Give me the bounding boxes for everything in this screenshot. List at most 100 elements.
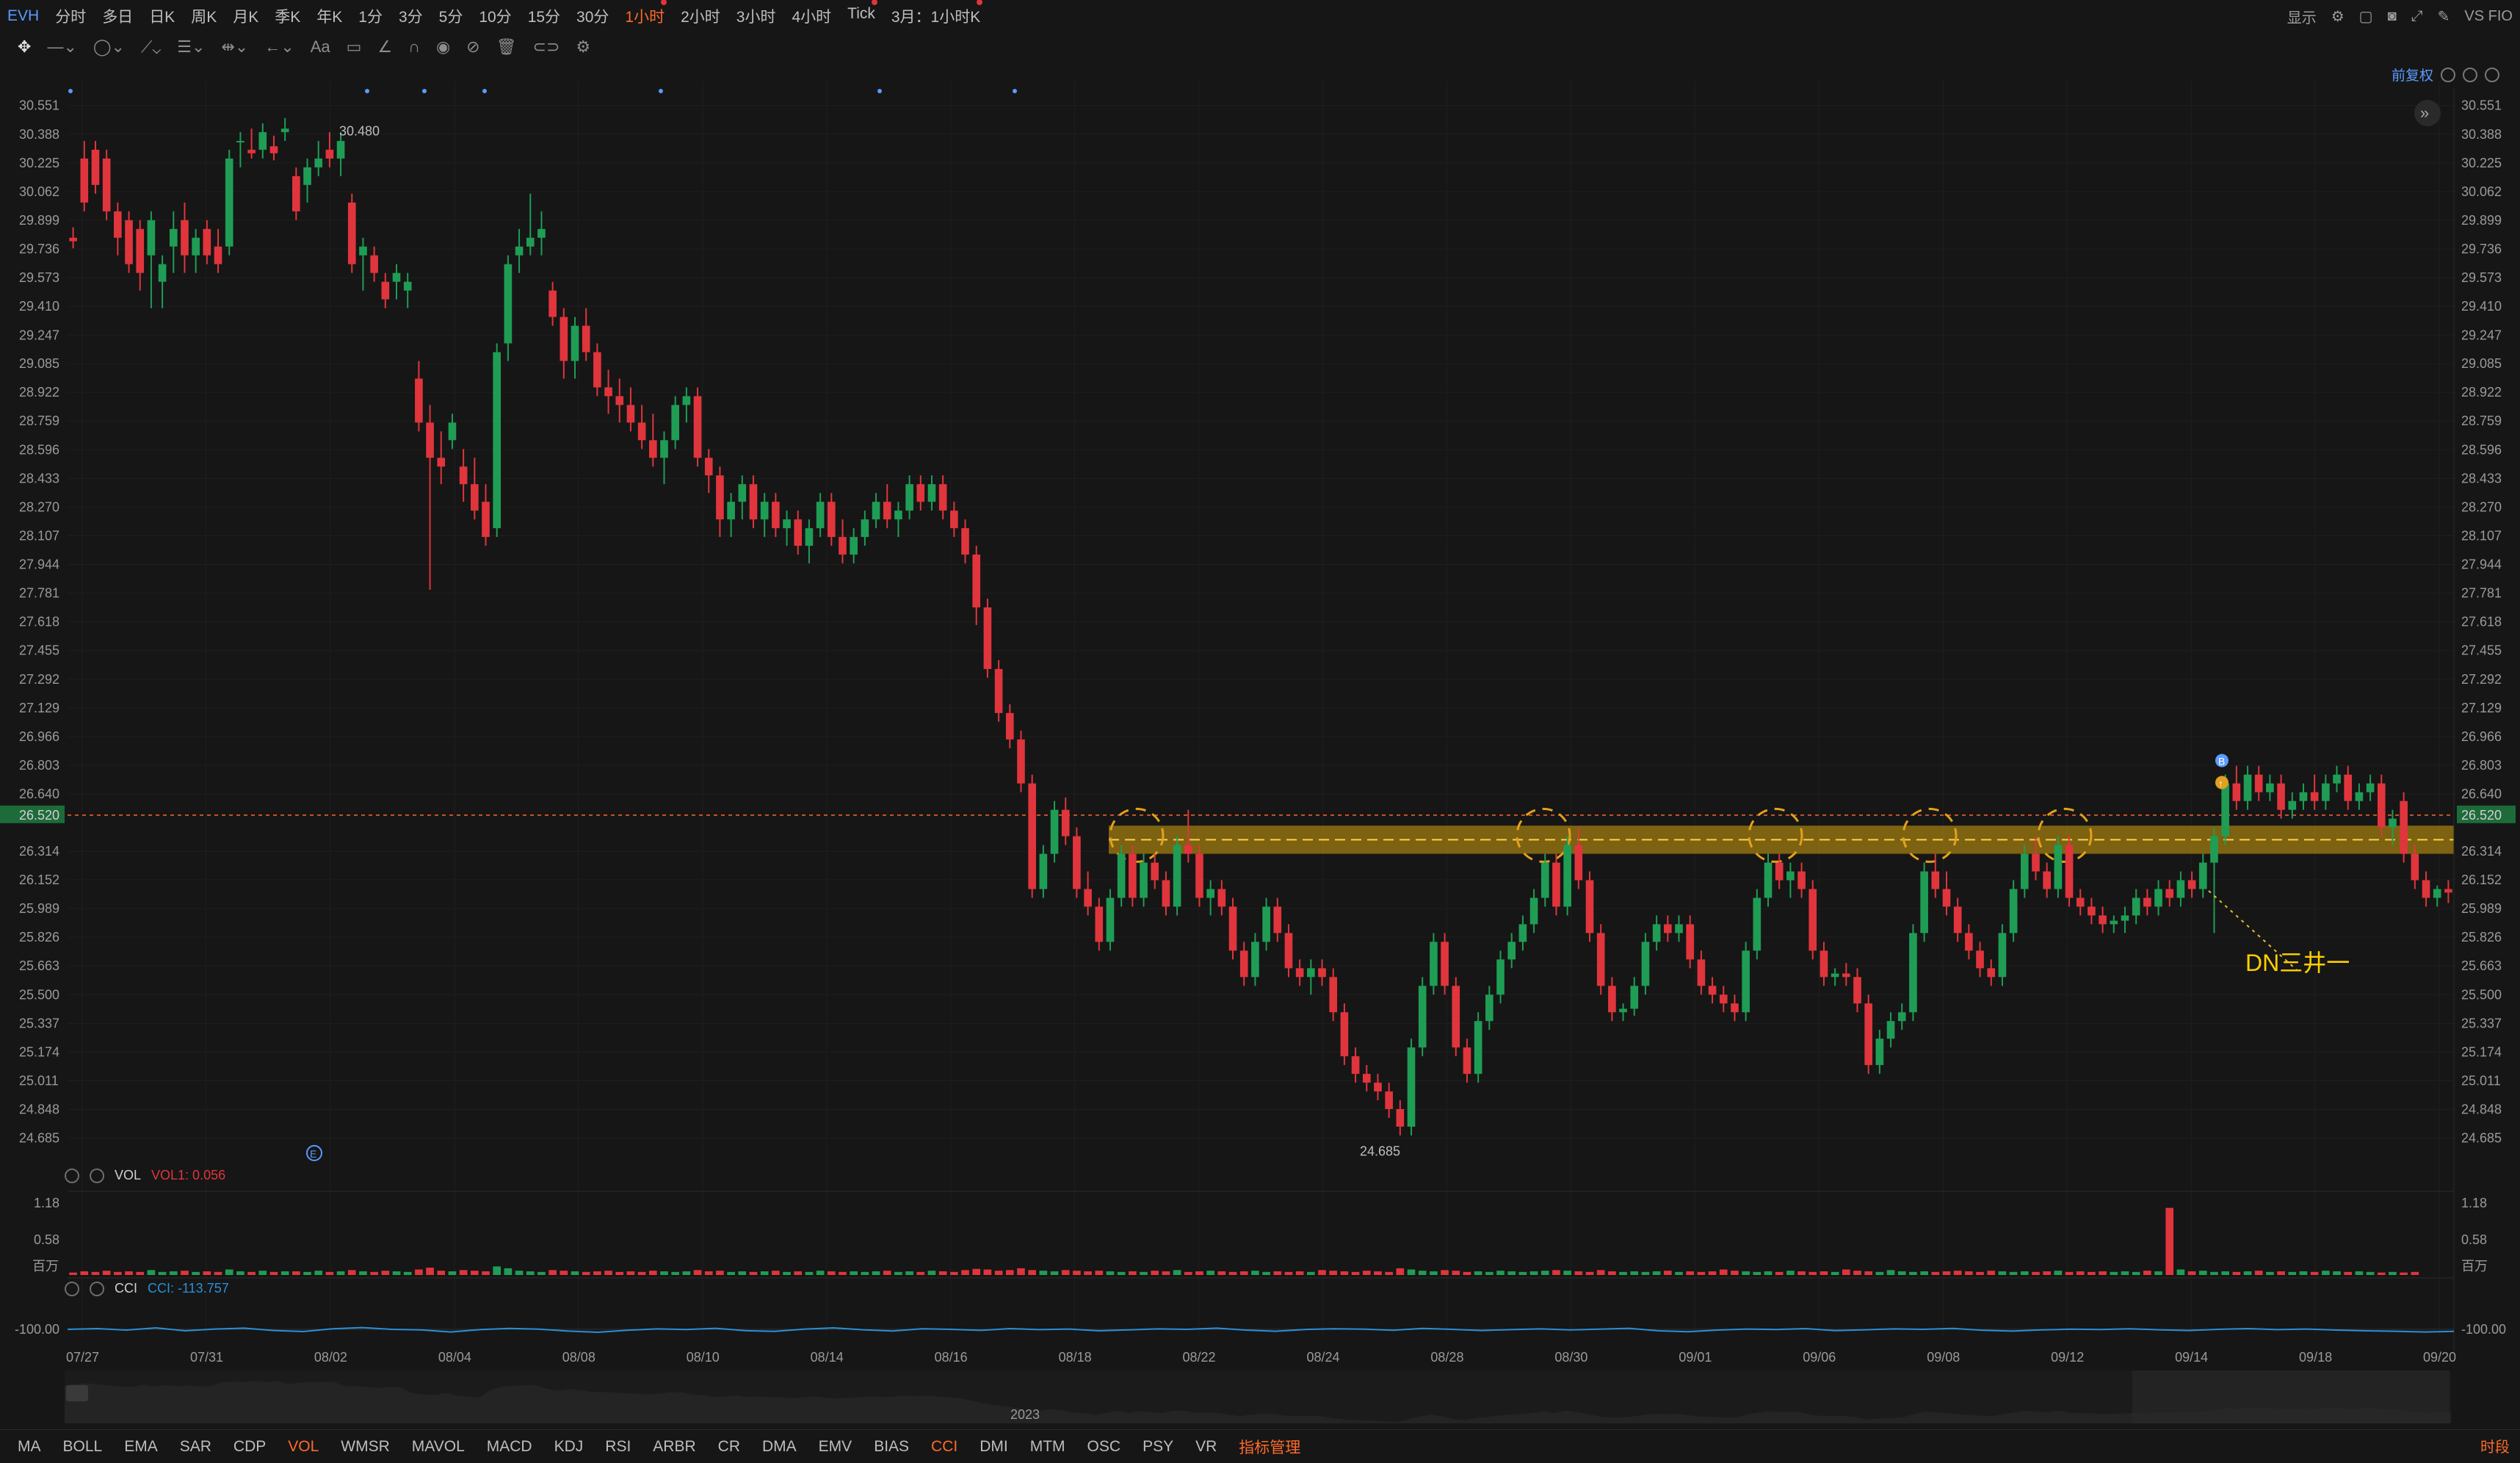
candle[interactable] — [359, 246, 367, 256]
candle[interactable] — [392, 272, 401, 282]
candle[interactable] — [1976, 950, 1984, 969]
candle[interactable] — [1262, 906, 1270, 942]
candle[interactable] — [482, 502, 490, 538]
candle[interactable] — [1430, 942, 1438, 986]
candle[interactable] — [1496, 959, 1505, 995]
candle[interactable] — [192, 237, 200, 256]
candle[interactable] — [905, 484, 913, 511]
cci-name[interactable]: CCI — [115, 1281, 137, 1296]
candle[interactable] — [2143, 897, 2151, 907]
candle[interactable] — [1162, 880, 1170, 907]
candle[interactable] — [1474, 1021, 1482, 1074]
candle[interactable] — [2187, 880, 2196, 889]
candle[interactable] — [1295, 968, 1304, 978]
candle[interactable] — [1775, 862, 1784, 881]
candle[interactable] — [280, 129, 289, 132]
compare-button[interactable]: VS FIO — [2464, 7, 2513, 24]
candle[interactable] — [648, 440, 657, 458]
candle[interactable] — [1463, 1047, 1471, 1074]
candle[interactable] — [1641, 942, 1650, 986]
candle[interactable] — [1864, 1003, 1873, 1066]
candle[interactable] — [1351, 1056, 1360, 1074]
period-9[interactable]: 5分 — [438, 9, 463, 26]
candle[interactable] — [961, 528, 969, 555]
candle[interactable] — [1608, 986, 1616, 1013]
indicator-cci[interactable]: CCI — [931, 1437, 958, 1455]
candle[interactable] — [1307, 968, 1315, 978]
candle[interactable] — [637, 422, 646, 441]
candles[interactable] — [69, 118, 2452, 1136]
candle[interactable] — [1630, 986, 1639, 1009]
candle[interactable] — [426, 422, 434, 458]
candle[interactable] — [1217, 889, 1226, 907]
candle[interactable] — [783, 519, 791, 529]
candle[interactable] — [225, 158, 233, 247]
fib-tool-icon[interactable]: ☰⌄ — [177, 37, 206, 56]
candle[interactable] — [493, 352, 502, 529]
candle[interactable] — [504, 264, 513, 344]
gear-icon[interactable]: ⚙ — [576, 37, 591, 56]
candle[interactable] — [1697, 959, 1706, 986]
period-6[interactable]: 年K — [316, 9, 343, 26]
candle[interactable] — [370, 255, 378, 273]
candle[interactable] — [894, 510, 902, 520]
zoom-out-icon[interactable] — [2463, 67, 2477, 82]
text-tool-icon[interactable]: Aa — [310, 37, 330, 56]
candle[interactable] — [448, 422, 457, 441]
line-tool-icon[interactable]: —⌄ — [47, 37, 77, 56]
indicator-kdj[interactable]: KDJ — [554, 1437, 584, 1455]
candle[interactable] — [125, 220, 133, 264]
period-12[interactable]: 30分 — [576, 9, 609, 26]
candle[interactable] — [1340, 1012, 1349, 1057]
candle[interactable] — [1407, 1047, 1416, 1127]
candle[interactable] — [1764, 862, 1773, 898]
candle[interactable] — [1206, 889, 1214, 898]
candle[interactable] — [1998, 933, 2007, 978]
candle[interactable] — [615, 396, 624, 405]
candle[interactable] — [1362, 1074, 1371, 1083]
candle[interactable] — [1039, 853, 1048, 889]
indicator-cdp[interactable]: CDP — [233, 1437, 267, 1455]
candle[interactable] — [236, 140, 245, 142]
candle[interactable] — [336, 140, 345, 159]
candle[interactable] — [2232, 783, 2241, 801]
indicator-cr[interactable]: CR — [717, 1437, 740, 1455]
display-menu[interactable]: 显示 — [2287, 10, 2317, 26]
indicator-boll[interactable]: BOLL — [62, 1437, 103, 1455]
candle[interactable] — [2121, 915, 2129, 921]
hide-icon[interactable]: ⊘ — [466, 37, 480, 56]
candle[interactable] — [526, 237, 535, 247]
candle[interactable] — [1140, 862, 1148, 898]
candle[interactable] — [2400, 801, 2408, 854]
cci-settings-icon[interactable] — [65, 1281, 79, 1296]
vol-settings-icon[interactable] — [65, 1168, 79, 1183]
period-5[interactable]: 季K — [275, 9, 301, 26]
candle[interactable] — [2054, 845, 2063, 889]
candle[interactable] — [1931, 871, 1940, 889]
candle[interactable] — [839, 537, 847, 555]
candle[interactable] — [2009, 889, 2018, 933]
candle[interactable] — [69, 237, 77, 242]
indicator-mavol[interactable]: MAVOL — [411, 1437, 465, 1455]
link-icon[interactable]: ⊂⊃ — [532, 37, 560, 56]
candle[interactable] — [1251, 942, 1259, 978]
settings-icon[interactable]: ⚙ — [2331, 8, 2345, 25]
expand-button[interactable] — [2414, 100, 2441, 126]
candle[interactable] — [80, 158, 89, 203]
candle[interactable] — [2444, 889, 2452, 893]
candle[interactable] — [805, 528, 814, 546]
indicator-sar[interactable]: SAR — [179, 1437, 211, 1455]
candle[interactable] — [1228, 906, 1237, 951]
candle[interactable] — [872, 502, 880, 520]
indicator-osc[interactable]: OSC — [1087, 1437, 1121, 1455]
candle[interactable] — [883, 502, 891, 520]
candle[interactable] — [827, 502, 836, 538]
candle[interactable] — [2221, 783, 2229, 837]
candle[interactable] — [1942, 889, 1951, 907]
period-3[interactable]: 周K — [191, 9, 217, 26]
indicator-manage-button[interactable]: 指标管理 — [1239, 1439, 1301, 1456]
indicator-arbr[interactable]: ARBR — [653, 1437, 696, 1455]
candle[interactable] — [114, 211, 122, 238]
zoom-in-icon[interactable] — [2485, 67, 2499, 82]
candle[interactable] — [102, 158, 111, 212]
